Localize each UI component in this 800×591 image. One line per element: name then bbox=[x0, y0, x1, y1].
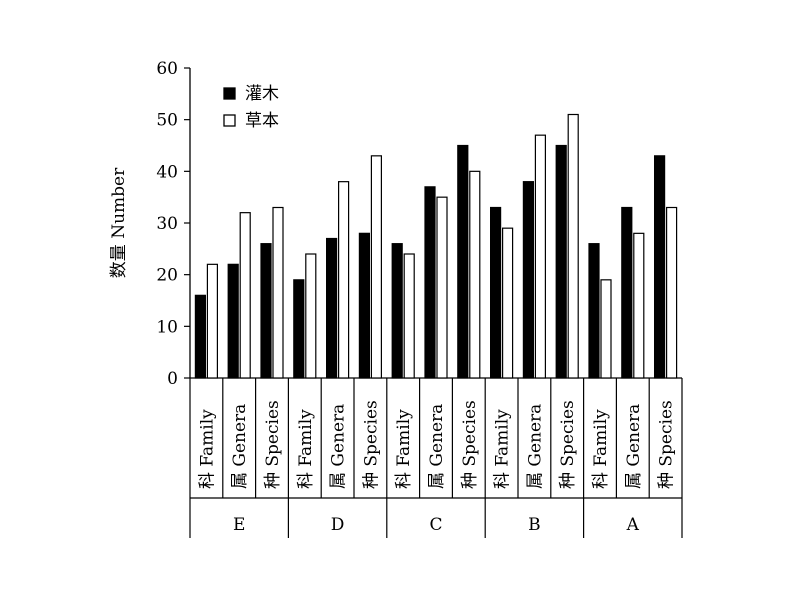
bar-shrub bbox=[457, 144, 469, 379]
y-axis-label: 数量 Number bbox=[109, 167, 129, 278]
bar-shrub bbox=[227, 263, 239, 379]
x-tick-label: 科 Family bbox=[296, 409, 316, 489]
bar-herb bbox=[436, 196, 448, 379]
y-tick-label: 10 bbox=[156, 317, 178, 337]
bar-shrub bbox=[391, 243, 403, 379]
bar-herb bbox=[403, 253, 415, 379]
x-tick-label: 科 Family bbox=[493, 409, 513, 489]
group-label: C bbox=[429, 515, 442, 535]
legend-label: 灌木 bbox=[245, 84, 279, 104]
bar-herb bbox=[370, 155, 382, 379]
legend-label: 草本 bbox=[245, 111, 279, 131]
bar-shrub bbox=[424, 186, 436, 379]
y-tick-label: 60 bbox=[156, 59, 178, 79]
bar-herb bbox=[502, 227, 514, 379]
bar-herb bbox=[600, 279, 612, 379]
x-tick-label: 种 Species bbox=[361, 400, 381, 489]
labels: 0 10 20 30 40 50 60 科 Family 属 Genera 种 Species 科 … bbox=[156, 59, 676, 535]
y-tick-label: 30 bbox=[156, 214, 178, 234]
x-tick-label: 属 Genera bbox=[525, 404, 545, 489]
x-tick-label: 种 Species bbox=[460, 400, 480, 489]
x-tick-label: 种 Species bbox=[558, 400, 578, 489]
bar-shrub bbox=[260, 243, 272, 379]
bar-herb bbox=[567, 113, 579, 379]
x-tick-label: 属 Genera bbox=[624, 404, 644, 489]
bar-herb bbox=[665, 206, 678, 379]
group-label: E bbox=[233, 515, 245, 535]
legend-swatch bbox=[223, 114, 236, 127]
x-tick-label: 属 Genera bbox=[329, 404, 349, 489]
bar-shrub bbox=[653, 155, 666, 379]
bar-shrub bbox=[588, 243, 600, 379]
x-tick-label: 属 Genera bbox=[427, 404, 447, 489]
bar-shrub bbox=[358, 232, 370, 379]
bar-shrub bbox=[326, 237, 338, 379]
x-tick-label: 属 Genera bbox=[230, 404, 250, 489]
bar-herb bbox=[305, 253, 317, 379]
bar-herb bbox=[534, 134, 547, 379]
bar-shrub bbox=[555, 144, 567, 379]
bar-shrub bbox=[490, 206, 502, 379]
x-tick-label: 种 Species bbox=[657, 400, 677, 489]
y-tick-label: 20 bbox=[156, 266, 178, 286]
bar-herb bbox=[239, 212, 251, 379]
bar-herb bbox=[338, 181, 350, 379]
legend-swatch bbox=[223, 87, 236, 100]
bars bbox=[194, 113, 678, 379]
bar-herb bbox=[469, 170, 481, 379]
axes bbox=[184, 67, 683, 538]
bar-shrub bbox=[293, 279, 305, 379]
group-label: B bbox=[528, 515, 541, 535]
bar-shrub bbox=[194, 294, 206, 379]
group-label: A bbox=[626, 515, 640, 535]
x-tick-label: 科 Family bbox=[591, 409, 611, 489]
x-tick-label: 种 Species bbox=[263, 400, 283, 489]
y-tick-label: 0 bbox=[167, 369, 178, 389]
group-label: D bbox=[331, 515, 345, 535]
bar-herb bbox=[206, 263, 218, 379]
y-tick-label: 40 bbox=[156, 162, 178, 182]
y-tick-label: 50 bbox=[156, 111, 178, 131]
x-tick-label: 科 Family bbox=[394, 409, 414, 489]
bar-herb bbox=[272, 206, 284, 379]
x-tick-label: 科 Family bbox=[197, 409, 217, 489]
bar-shrub bbox=[522, 181, 535, 379]
bar-shrub bbox=[621, 206, 633, 379]
bar-herb bbox=[633, 232, 645, 379]
